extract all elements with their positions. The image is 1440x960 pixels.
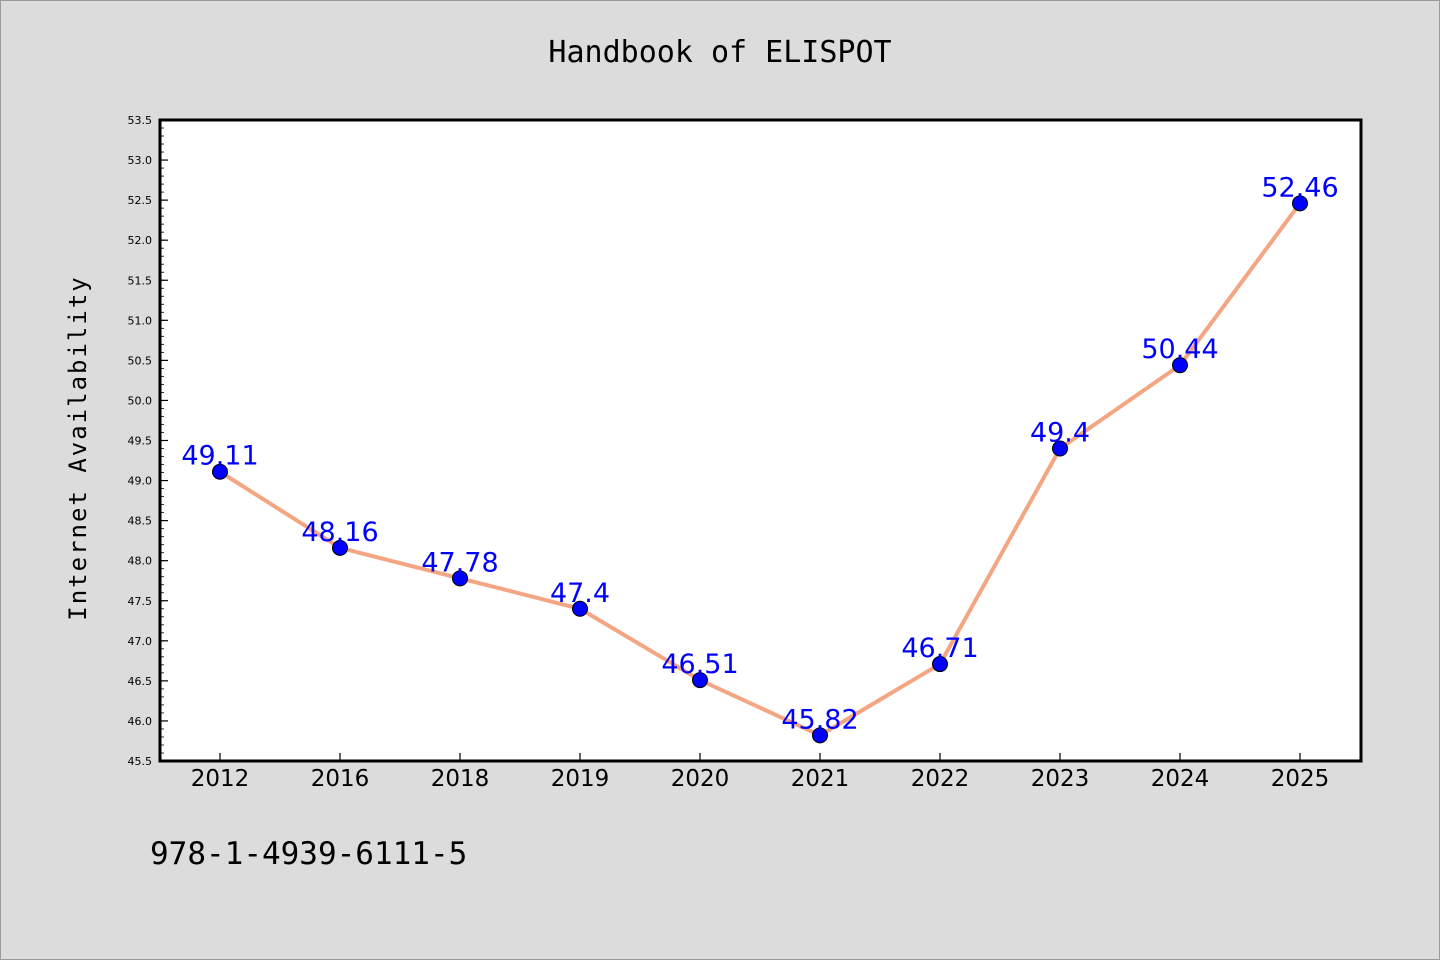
x-tick-label: 2023 xyxy=(1031,766,1090,792)
data-point xyxy=(452,570,468,587)
y-tick-label: 52.0 xyxy=(128,234,153,247)
y-tick-label: 51.5 xyxy=(128,274,153,287)
data-point xyxy=(1292,195,1308,212)
x-tick-label: 2020 xyxy=(671,766,730,792)
data-point xyxy=(812,727,828,744)
data-labels: 49.11 48.16 47.78 47.4 46.51 45.82 46.71 49.4 50… xyxy=(181,172,1338,735)
y-tick-label: 48.5 xyxy=(128,515,153,528)
y-tick-label: 49.5 xyxy=(128,435,153,448)
data-point xyxy=(932,656,948,673)
y-axis: 45.5 46.0 46.5 47.0 47.5 48.0 48.5 49.0 49.5 50.0… xyxy=(128,114,168,768)
data-label: 47.78 xyxy=(421,547,498,578)
y-tick-label: 46.5 xyxy=(128,675,153,688)
y-tick-label: 53.0 xyxy=(128,154,153,167)
x-tick-label: 2016 xyxy=(311,766,370,792)
y-tick-label: 49.0 xyxy=(128,475,153,488)
data-point xyxy=(1172,357,1188,374)
y-tick-label: 50.0 xyxy=(128,394,153,407)
x-tick-label: 2021 xyxy=(791,766,850,792)
y-tick-label: 50.5 xyxy=(128,354,153,367)
y-tick-label: 51.0 xyxy=(128,314,153,327)
data-label: 46.71 xyxy=(901,633,978,664)
x-tick-label: 2019 xyxy=(551,766,610,792)
data-label: 49.11 xyxy=(181,441,258,472)
data-point xyxy=(572,600,588,617)
data-label: 49.4 xyxy=(1030,418,1090,449)
chart-title: Handbook of ELISPOT xyxy=(548,35,891,70)
data-label: 50.44 xyxy=(1141,334,1218,365)
x-tick-label: 2024 xyxy=(1151,766,1210,792)
data-point xyxy=(692,672,708,689)
data-label: 48.16 xyxy=(301,517,378,548)
y-axis-label: Internet Availability xyxy=(64,275,92,620)
y-tick-label: 52.5 xyxy=(128,194,153,207)
x-tick-label: 2012 xyxy=(191,766,250,792)
y-tick-label: 53.5 xyxy=(128,114,153,127)
y-tick-label: 48.0 xyxy=(128,555,153,568)
isbn-annotation: 978-1-4939-6111-5 xyxy=(150,836,467,872)
data-label: 46.51 xyxy=(661,649,738,680)
plot-area xyxy=(158,118,1363,763)
series-line xyxy=(218,201,1302,738)
data-point xyxy=(332,539,348,556)
x-tick-label: 2018 xyxy=(431,766,490,792)
y-tick-label: 47.5 xyxy=(128,595,153,608)
data-label: 47.4 xyxy=(550,578,610,609)
y-tick-label: 46.0 xyxy=(128,715,153,728)
y-tick-label: 45.5 xyxy=(128,755,153,768)
x-axis: 2012 2016 2018 2019 2020 2021 2022 2023 2024 2025 xyxy=(191,753,1330,792)
data-label: 52.46 xyxy=(1261,172,1338,203)
data-label: 45.82 xyxy=(781,704,858,735)
series-markers xyxy=(212,195,1308,744)
y-tick-label: 47.0 xyxy=(128,635,153,648)
data-point xyxy=(1052,440,1068,457)
data-point xyxy=(212,463,228,480)
x-tick-label: 2022 xyxy=(911,766,970,792)
x-tick-label: 2025 xyxy=(1271,766,1330,792)
